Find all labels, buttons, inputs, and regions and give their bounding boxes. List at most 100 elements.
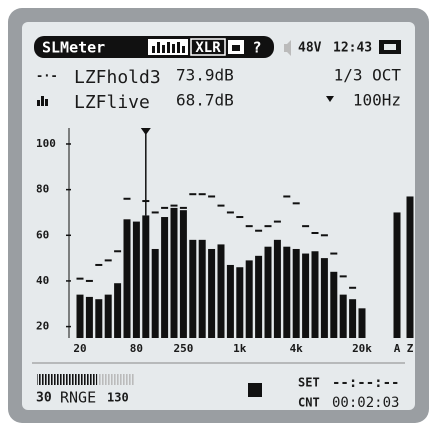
x-tick-label: 4k <box>290 342 304 355</box>
range-label: RNGE <box>60 389 96 407</box>
hold-marker <box>255 229 263 232</box>
y-tick-label: 60 <box>36 228 49 241</box>
hold-marker <box>95 263 103 266</box>
battery-level <box>384 44 396 50</box>
bar <box>292 248 300 338</box>
hold-marker <box>179 206 187 209</box>
reading-setting: 1/3 OCT <box>334 66 402 85</box>
reading-value: 68.7dB <box>176 91 234 110</box>
range-meter <box>37 374 97 385</box>
hold-marker <box>236 216 244 219</box>
bar <box>302 253 310 338</box>
bar <box>255 255 263 338</box>
hold-marker <box>161 206 169 209</box>
hold-marker <box>302 225 310 228</box>
hold-marker <box>339 275 347 278</box>
hold-marker <box>208 195 216 198</box>
y-tick-label: 100 <box>36 137 56 150</box>
spectrum-icon-bars <box>152 42 185 53</box>
speaker-icon <box>284 40 291 56</box>
range-meter-rest <box>97 374 135 385</box>
hold-marker <box>245 225 253 228</box>
bar <box>123 219 131 338</box>
bar <box>358 308 366 338</box>
count-time: 00:02:03 <box>332 395 399 411</box>
bar <box>104 294 112 338</box>
hold-marker <box>170 204 178 207</box>
live-icon <box>37 96 48 106</box>
bar <box>406 196 414 338</box>
hold-icon: -·- <box>36 69 58 83</box>
hold-marker <box>292 202 300 205</box>
bar <box>236 267 244 338</box>
bar <box>208 248 216 338</box>
x-tick-label: 80 <box>130 342 143 355</box>
hold-marker <box>320 234 328 237</box>
cursor-icon <box>326 96 334 102</box>
x-tick-label: 1k <box>233 342 247 355</box>
hold-marker <box>85 279 93 282</box>
bar <box>283 246 291 338</box>
hold-marker <box>123 197 131 200</box>
hold-marker <box>349 286 357 289</box>
hold-marker <box>311 232 319 234</box>
hold-marker <box>273 220 281 223</box>
hold-marker <box>198 193 206 196</box>
bar <box>330 271 338 338</box>
x-tick-label: 20k <box>352 342 372 355</box>
bar <box>76 294 84 338</box>
x-tick-label: A <box>394 342 401 355</box>
bar <box>339 294 347 338</box>
help: ? <box>252 39 261 57</box>
input: XLR <box>195 40 221 56</box>
bar <box>179 210 187 338</box>
bar <box>114 283 122 338</box>
bar <box>245 260 253 338</box>
x-tick-label: 250 <box>173 342 193 355</box>
hold-marker <box>189 193 197 196</box>
bar <box>132 221 140 338</box>
bar <box>151 248 159 338</box>
bar <box>320 258 328 338</box>
memory-icon-inner <box>232 45 240 51</box>
reading-value: 73.9dB <box>176 66 234 85</box>
cursor-marker <box>140 128 151 135</box>
y-tick-label: 40 <box>36 274 49 287</box>
bar <box>311 251 319 338</box>
input-box <box>190 38 226 56</box>
hold-marker <box>104 259 112 262</box>
bar <box>264 246 272 338</box>
bar <box>142 215 150 338</box>
hold-marker <box>226 211 234 214</box>
hold-marker <box>330 252 338 255</box>
bar <box>393 212 401 338</box>
y-tick-label: 80 <box>36 183 49 196</box>
bar <box>95 299 103 338</box>
reading-label: LZFhold3 <box>74 67 161 88</box>
time: 12:43 <box>333 41 372 56</box>
x-tick-label: 20 <box>73 342 86 355</box>
x-tick-label: Z <box>407 342 414 355</box>
hold-marker <box>217 204 225 207</box>
hold-marker <box>283 195 291 198</box>
set-label: SET <box>298 376 320 390</box>
bar <box>217 244 225 338</box>
bar <box>85 296 93 338</box>
y-tick-label: 20 <box>36 320 49 333</box>
stop-button[interactable] <box>248 383 262 397</box>
bar <box>161 217 169 338</box>
set-time: --:--:-- <box>332 375 399 391</box>
bar <box>273 239 281 338</box>
spectrum: 20 40 60 80 100 20 80 250 1k 4k 20k A Z <box>36 128 414 355</box>
range-low: 30 <box>36 391 52 406</box>
bar <box>349 299 357 338</box>
count-label: CNT <box>298 396 320 410</box>
hold-marker <box>151 211 159 214</box>
hold-marker <box>264 225 272 228</box>
hold-marker <box>114 250 122 253</box>
bar <box>198 239 206 338</box>
bar <box>226 264 234 338</box>
bar <box>170 207 178 338</box>
reading-label: LZFlive <box>74 92 150 113</box>
